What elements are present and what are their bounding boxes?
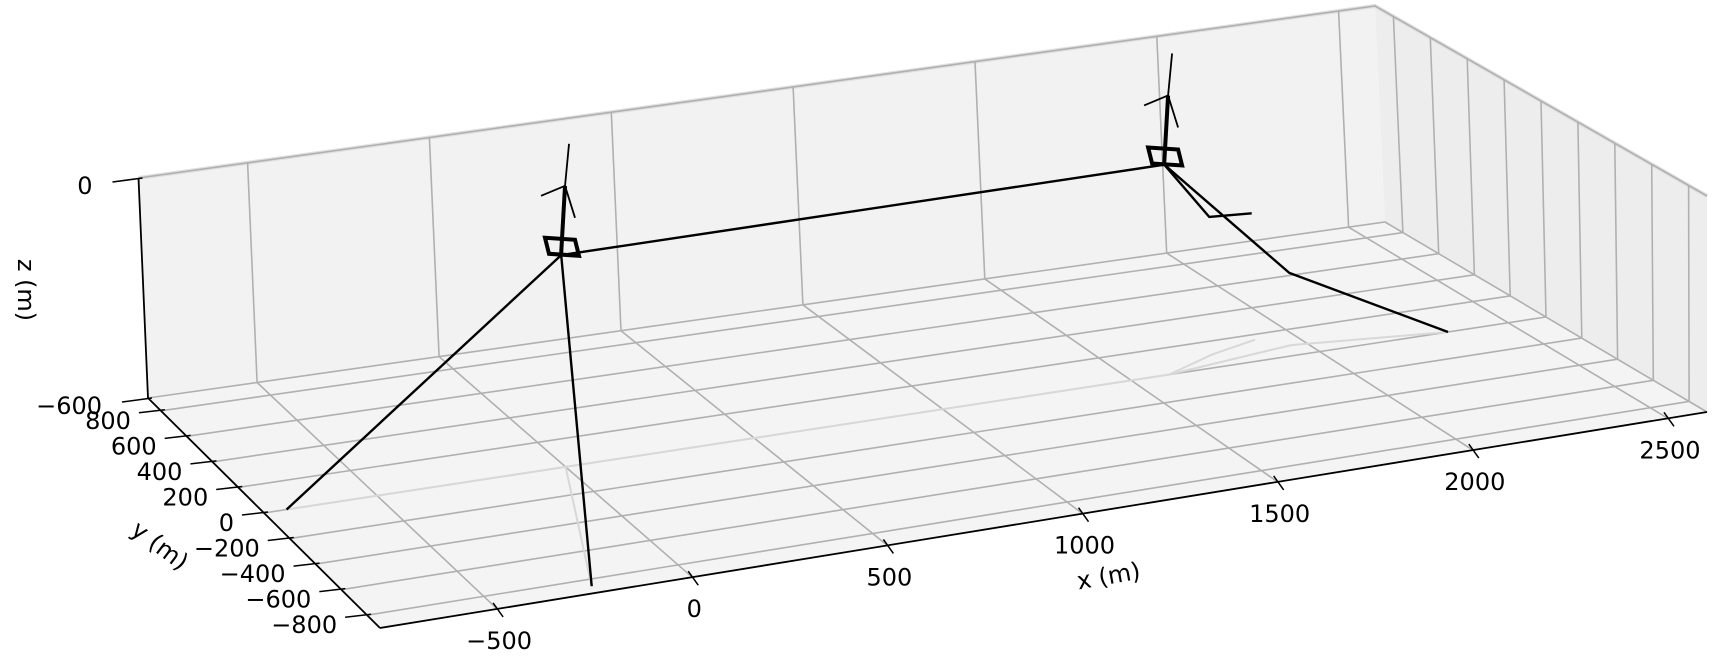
grid-lines xyxy=(138,5,1708,616)
z-tick-mark xyxy=(121,397,153,403)
y-tick-mark xyxy=(345,613,372,618)
y-tick-label: −200 xyxy=(194,535,260,563)
x-axis-line xyxy=(379,411,1708,629)
y-tick-label: 800 xyxy=(85,407,131,435)
turbine xyxy=(1143,53,1185,168)
z-tick-label: 0 xyxy=(77,172,92,200)
y-axis-label: y (m) xyxy=(126,515,194,576)
side-wall-pane xyxy=(1375,6,1707,412)
mooring-line-seabed-shadow xyxy=(565,373,1170,468)
tick-labels: −50005001000150020002500−800−600−400−200… xyxy=(36,172,1700,655)
mooring-line xyxy=(1163,163,1449,334)
turbine-blade xyxy=(564,185,576,219)
z-axis-label: z (m) xyxy=(12,259,40,321)
turbine-tower xyxy=(559,185,568,256)
y-tick-label: 400 xyxy=(137,458,183,486)
y-tick-label: −400 xyxy=(220,560,286,588)
grid-line-z xyxy=(147,221,1708,413)
y-tick-mark xyxy=(267,536,294,542)
y-tick-label: −800 xyxy=(271,611,337,639)
turbine-tower xyxy=(1162,95,1171,166)
x-tick-label: 1000 xyxy=(1054,532,1115,560)
grid-line-z xyxy=(138,5,1708,197)
turbine xyxy=(540,143,582,258)
x-tick-mark xyxy=(1663,411,1675,427)
x-tick-mark xyxy=(1077,507,1090,523)
y-tick-mark xyxy=(190,460,217,465)
z-axis-line xyxy=(137,177,149,399)
turbine-platform xyxy=(1145,145,1185,168)
wind-turbines xyxy=(540,53,1185,258)
mooring-line xyxy=(561,163,1165,257)
x-tick-label: 0 xyxy=(687,595,702,623)
x-tick-mark xyxy=(492,602,504,618)
y-tick-mark xyxy=(241,511,269,516)
z-tick-label: −600 xyxy=(36,392,102,420)
x-tick-label: 1500 xyxy=(1249,500,1310,528)
x-tick-label: 2500 xyxy=(1639,436,1700,464)
turbine-blade xyxy=(564,143,570,186)
x-tick-label: 2000 xyxy=(1444,468,1505,496)
y-tick-label: 0 xyxy=(219,509,234,537)
mooring-line xyxy=(560,254,593,587)
floor-pane xyxy=(148,222,1707,628)
turbine-blade xyxy=(540,184,566,197)
x-tick-label: −500 xyxy=(466,627,532,655)
turbine-blade xyxy=(1143,94,1169,107)
mooring-line xyxy=(1163,163,1252,219)
mooring-line-seabed-shadow xyxy=(286,465,566,511)
x-tick-mark xyxy=(1468,443,1480,459)
mooring-line-seabed-shadow xyxy=(1168,331,1449,376)
back-wall-pane xyxy=(138,6,1385,398)
y-tick-mark xyxy=(138,409,165,414)
x-tick-mark xyxy=(1273,475,1285,491)
x-tick-label: 500 xyxy=(866,563,912,591)
z-tick-mark xyxy=(112,177,143,183)
axis-panes xyxy=(138,3,1708,628)
mooring-line-seabed-shadow xyxy=(564,466,593,587)
mooring-line-seabed-shadow xyxy=(1168,338,1256,376)
y-tick-mark xyxy=(293,562,320,567)
turbine-blade xyxy=(1167,53,1173,96)
y-tick-label: −600 xyxy=(245,586,311,614)
y-tick-mark xyxy=(216,485,243,491)
y-tick-mark xyxy=(164,434,191,440)
turbine-blade xyxy=(1167,95,1179,128)
x-tick-mark xyxy=(882,538,894,554)
y-tick-label: 200 xyxy=(162,483,208,511)
y-tick-mark xyxy=(319,587,346,593)
x-tick-mark xyxy=(687,570,699,586)
turbine-platform xyxy=(542,235,582,258)
y-tick-label: 600 xyxy=(111,432,157,460)
x-axis-label: x (m) xyxy=(1075,557,1143,596)
mooring-line xyxy=(285,254,563,511)
mooring-lines xyxy=(285,163,1449,587)
